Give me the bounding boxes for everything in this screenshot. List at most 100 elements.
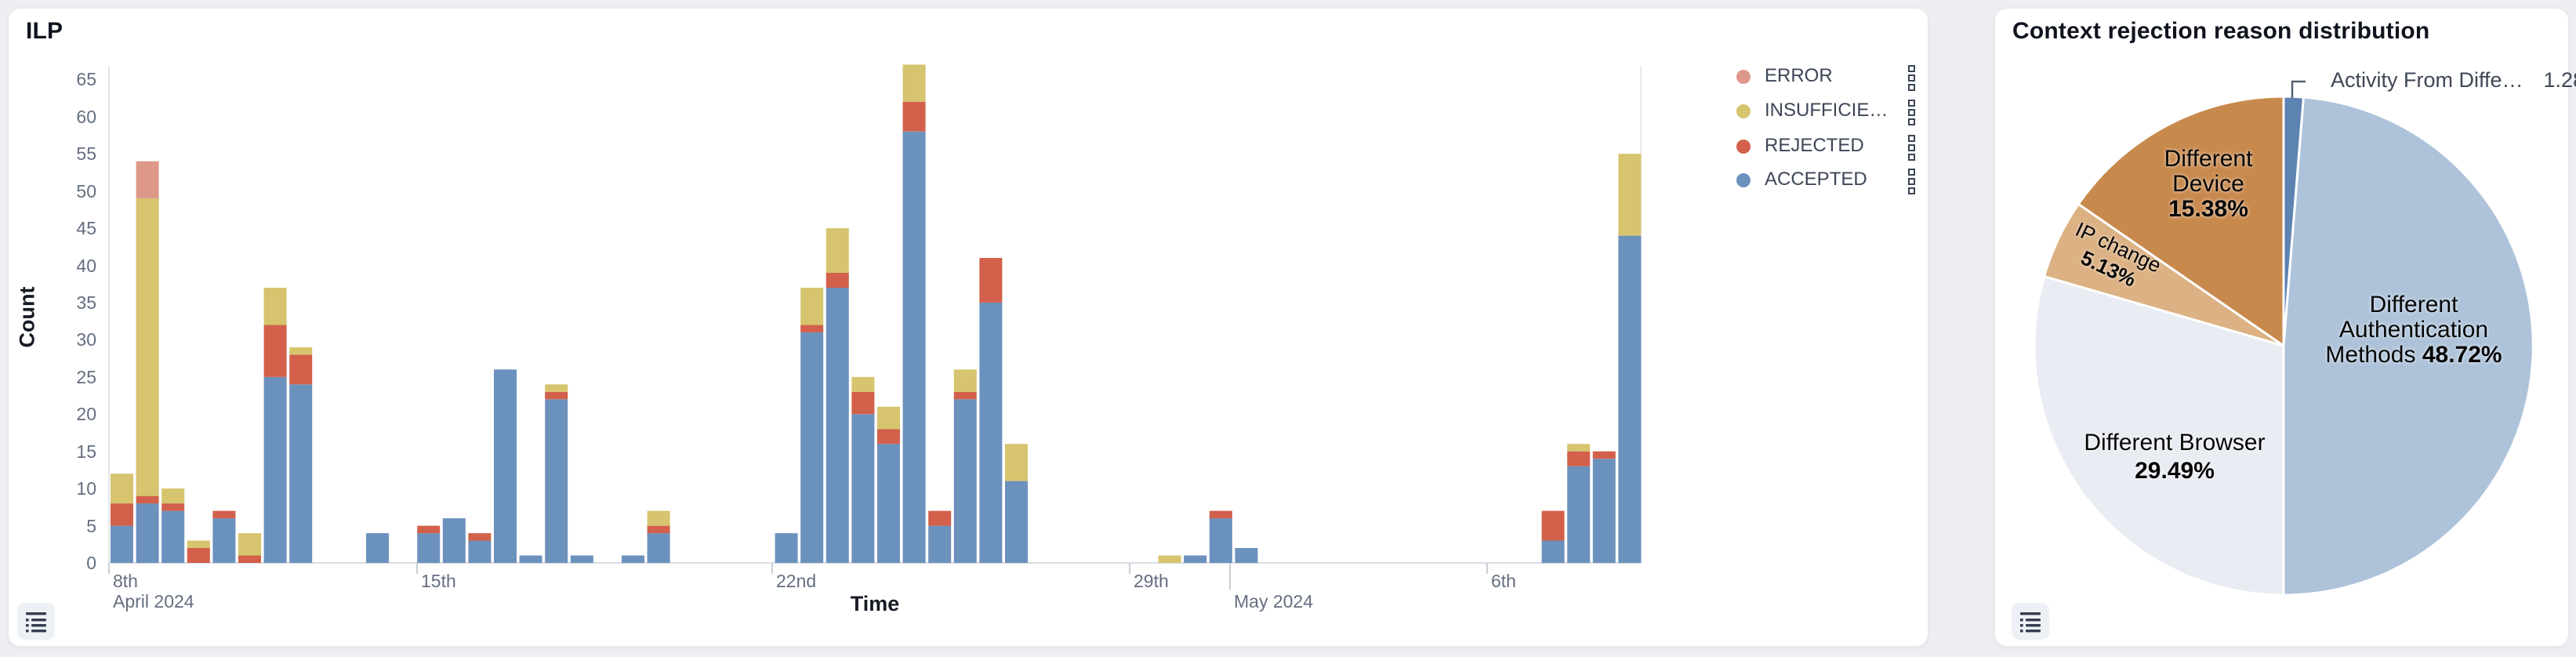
legend-menu-icon[interactable] — [1908, 169, 1917, 194]
y-tick-label: 60 — [76, 106, 96, 127]
bar-segment-rejected[interactable] — [545, 391, 568, 400]
legend-list-button[interactable] — [17, 603, 55, 640]
legend-list-button[interactable] — [2012, 603, 2049, 640]
bar-segment-accepted[interactable] — [1618, 235, 1642, 563]
bar-segment-accepted[interactable] — [289, 384, 313, 563]
bar-segment-insufficient[interactable] — [800, 288, 824, 325]
bar-segment-insufficient[interactable] — [263, 288, 287, 325]
x-axis-title: Time — [850, 592, 900, 615]
bar-segment-accepted[interactable] — [468, 540, 492, 564]
bar-segment-rejected[interactable] — [1592, 451, 1616, 459]
bar-segment-accepted[interactable] — [622, 555, 644, 564]
bar-segment-accepted[interactable] — [979, 303, 1003, 563]
bar-segment-rejected[interactable] — [1541, 510, 1565, 541]
bar-segment-insufficient[interactable] — [825, 228, 849, 273]
y-tick-label: 65 — [76, 69, 96, 90]
legend-item-accepted[interactable]: ACCEPTED — [1736, 167, 1925, 194]
context-rejection-panel: Context rejection reason distribution Di… — [1994, 8, 2576, 648]
bar-segment-rejected[interactable] — [187, 548, 210, 563]
bar-segment-insufficient[interactable] — [289, 347, 313, 355]
bar-segment-rejected[interactable] — [800, 325, 824, 332]
bar-segment-accepted[interactable] — [263, 376, 287, 563]
bar-segment-rejected[interactable] — [902, 101, 926, 132]
pie-slice-different-browser[interactable] — [2033, 275, 2285, 597]
legend-swatch — [1736, 70, 1751, 84]
bar-segment-insufficient[interactable] — [1618, 154, 1642, 236]
bar-segment-accepted[interactable] — [1567, 466, 1591, 563]
bar-segment-accepted[interactable] — [212, 518, 236, 563]
pie-slice-different-device[interactable] — [2077, 95, 2285, 347]
bar-segment-error[interactable] — [136, 161, 159, 199]
bar-segment-insufficient[interactable] — [545, 384, 568, 392]
bar-segment-rejected[interactable] — [979, 258, 1003, 303]
bar-segment-accepted[interactable] — [366, 533, 389, 563]
bar-segment-accepted[interactable] — [800, 332, 824, 563]
bar-segment-accepted[interactable] — [1541, 540, 1565, 564]
bar-segment-rejected[interactable] — [825, 273, 849, 288]
ilp-bar-chart[interactable] — [9, 9, 1929, 648]
bar-segment-insufficient[interactable] — [647, 510, 670, 526]
bar-segment-accepted[interactable] — [1209, 518, 1232, 563]
bar-segment-accepted[interactable] — [570, 555, 593, 564]
bar-segment-accepted[interactable] — [111, 525, 133, 563]
bar-segment-rejected[interactable] — [877, 429, 900, 445]
bar-segment-insufficient[interactable] — [238, 533, 261, 556]
bar-segment-rejected[interactable] — [111, 503, 133, 526]
bar-segment-accepted[interactable] — [442, 518, 466, 563]
bar-segment-accepted[interactable] — [1184, 555, 1207, 564]
bar-segment-accepted[interactable] — [953, 399, 977, 563]
legend-item-error[interactable]: ERROR — [1736, 64, 1925, 91]
bar-segment-rejected[interactable] — [289, 354, 313, 385]
bar-segment-accepted[interactable] — [545, 399, 568, 563]
bar-segment-rejected[interactable] — [1567, 451, 1591, 466]
pie-slice-different-authentication-methods[interactable] — [2282, 96, 2534, 597]
bar-segment-insufficient[interactable] — [851, 376, 875, 392]
bar-segment-accepted[interactable] — [647, 533, 670, 563]
bar-segment-accepted[interactable] — [825, 288, 849, 563]
bar-segment-accepted[interactable] — [1235, 548, 1258, 563]
bar-segment-rejected[interactable] — [263, 325, 287, 377]
bar-segment-accepted[interactable] — [928, 525, 952, 563]
pie-label-activity-from-different: Activity From Diffe…1.28% — [2331, 68, 2576, 92]
bar-segment-accepted[interactable] — [136, 503, 159, 563]
pie-label-different-browser: Different Browser 29.49% — [2084, 430, 2266, 484]
bar-segment-accepted[interactable] — [1005, 481, 1028, 563]
bar-segment-accepted[interactable] — [902, 131, 926, 564]
bar-segment-accepted[interactable] — [494, 369, 517, 563]
legend-menu-icon[interactable] — [1908, 65, 1917, 91]
bar-segment-rejected[interactable] — [468, 533, 492, 541]
bar-segment-insufficient[interactable] — [953, 369, 977, 392]
rejection-pie-chart[interactable] — [1995, 9, 2570, 648]
bar-segment-accepted[interactable] — [161, 510, 185, 563]
legend-item-insufficie[interactable]: INSUFFICIE… — [1736, 98, 1925, 125]
bar-segment-rejected[interactable] — [161, 503, 185, 511]
bar-segment-insufficient[interactable] — [136, 198, 159, 496]
bar-segment-insufficient[interactable] — [161, 488, 185, 504]
bar-segment-accepted[interactable] — [519, 555, 542, 564]
x-tick-label-secondary: May 2024 — [1234, 591, 1314, 612]
legend-item-rejected[interactable]: REJECTED — [1736, 133, 1925, 161]
bar-segment-insufficient[interactable] — [1005, 444, 1028, 481]
bar-segment-rejected[interactable] — [928, 510, 952, 526]
bar-segment-accepted[interactable] — [1592, 459, 1616, 563]
bar-segment-insufficient[interactable] — [902, 64, 926, 102]
bar-segment-accepted[interactable] — [775, 533, 798, 563]
bar-segment-accepted[interactable] — [851, 414, 875, 563]
bar-segment-rejected[interactable] — [647, 525, 670, 534]
legend-menu-icon[interactable] — [1908, 135, 1917, 161]
bar-segment-rejected[interactable] — [238, 555, 261, 564]
bar-segment-accepted[interactable] — [417, 533, 441, 563]
bar-segment-rejected[interactable] — [417, 525, 441, 534]
bar-segment-insufficient[interactable] — [1567, 444, 1591, 452]
bar-segment-insufficient[interactable] — [877, 406, 900, 430]
bar-segment-rejected[interactable] — [851, 391, 875, 415]
bar-segment-insufficient[interactable] — [111, 474, 133, 504]
bar-segment-rejected[interactable] — [953, 391, 977, 400]
bar-segment-accepted[interactable] — [877, 444, 900, 563]
bar-segment-rejected[interactable] — [1209, 510, 1232, 519]
bar-segment-rejected[interactable] — [212, 510, 236, 519]
legend-menu-icon[interactable] — [1908, 100, 1917, 125]
bar-segment-rejected[interactable] — [136, 495, 159, 504]
bar-segment-insufficient[interactable] — [187, 540, 210, 549]
bar-segment-insufficient[interactable] — [1158, 555, 1181, 564]
